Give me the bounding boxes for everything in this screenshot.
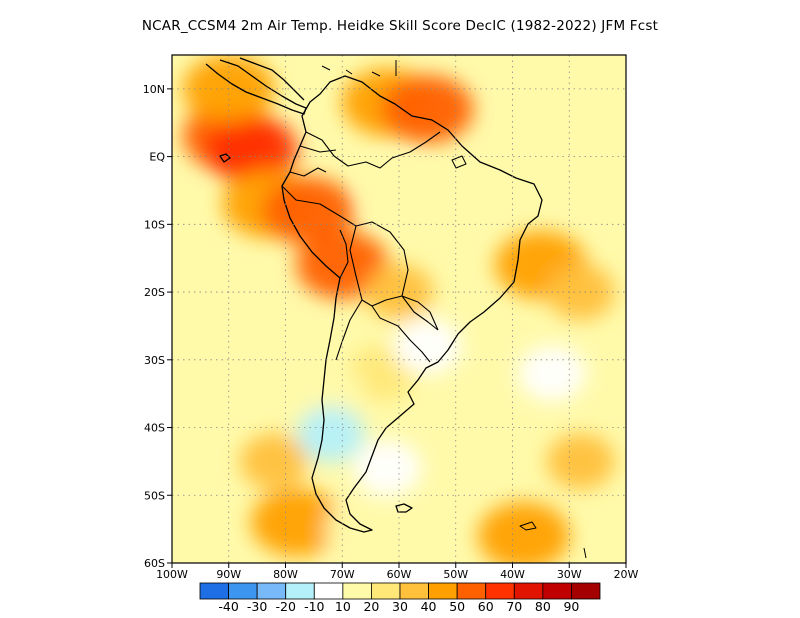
lat-tick-label: 10S: [144, 218, 165, 231]
colorbar-label: 50: [449, 599, 465, 614]
colorbar-swatch: [399, 582, 429, 600]
lat-lon-grid: [172, 55, 626, 563]
colorbar-label: -40: [218, 599, 238, 614]
lon-tick-label: 50W: [443, 568, 468, 581]
lon-tick-label: 60W: [387, 568, 412, 581]
colorbar-swatch: [313, 582, 344, 600]
field-region-9: [546, 264, 615, 321]
colorbar-swatch: [199, 582, 229, 600]
lat-tick-label: 40S: [144, 422, 165, 435]
colorbar-label: 30: [392, 599, 408, 614]
colorbar-swatch: [571, 582, 601, 600]
colorbar-label: 60: [478, 599, 494, 614]
field-region-16: [365, 162, 433, 219]
colorbar-swatch: [456, 582, 487, 600]
field-region-21: [393, 318, 462, 375]
colorbar-label: -10: [304, 599, 324, 614]
field-region-20: [353, 440, 422, 497]
country-borders: [281, 131, 441, 363]
lat-tick-label: 20S: [144, 286, 165, 299]
field-region-7: [381, 75, 474, 144]
colorbar-label: 10: [335, 599, 351, 614]
lat-tick-label: 60S: [144, 557, 165, 570]
lat-tick-label: 10N: [143, 83, 165, 96]
field-region-19: [296, 406, 365, 463]
colorbar-swatch: [542, 582, 572, 600]
lon-tick-label: 100W: [156, 568, 188, 581]
coastlines: [205, 57, 587, 559]
field-region-17: [296, 365, 365, 422]
colorbar-swatch: [256, 582, 287, 600]
central-america-coastline: [205, 59, 307, 115]
caribbean-islands: [321, 60, 467, 169]
lat-tick-label: EQ: [149, 151, 165, 164]
lon-tick-label: 30W: [557, 568, 582, 581]
falkland-islands: [395, 503, 413, 513]
field-region-18: [325, 501, 394, 558]
lon-tick-label: 90W: [216, 568, 241, 581]
colorbar-swatch: [485, 582, 515, 600]
map-title: NCAR_CCSM4 2m Air Temp. Heidke Skill Sco…: [141, 18, 659, 34]
colorbar-swatch: [342, 582, 372, 600]
colorbar-label: 80: [535, 599, 551, 614]
galapagos-islands: [219, 153, 231, 163]
caribbean-coastline: [239, 57, 305, 101]
colorbar-swatch: [513, 582, 544, 600]
field-region-14: [477, 501, 570, 563]
lon-tick-label: 80W: [273, 568, 298, 581]
field-region-15: [546, 433, 615, 490]
colorbar-label: 20: [363, 599, 379, 614]
colorbar-label: 70: [506, 599, 522, 614]
lat-tick-label: 50S: [144, 489, 165, 502]
lon-tick-label: 70W: [330, 568, 355, 581]
colorbar-swatch: [428, 582, 458, 600]
colorbar-label: 90: [563, 599, 579, 614]
colorbar-swatch: [285, 582, 315, 600]
south-america-coastline: [281, 75, 543, 533]
field-region-12: [240, 433, 309, 490]
lon-tick-label: 40W: [500, 568, 525, 581]
colorbar-label: -30: [247, 599, 267, 614]
field-region-22: [518, 345, 587, 402]
colorbar-label: -20: [276, 599, 296, 614]
colorbar: -40 -30 -20 -10 10 20 30 40 50 60 70 80 90: [199, 582, 601, 614]
colorbar-label: 40: [421, 599, 437, 614]
lon-tick-label: 20W: [614, 568, 639, 581]
lat-tick-label: 30S: [144, 354, 165, 367]
field-region-13: [250, 488, 343, 557]
colorbar-swatch: [371, 582, 401, 600]
southern-islands: [519, 521, 587, 559]
colorbar-swatch: [228, 582, 258, 600]
